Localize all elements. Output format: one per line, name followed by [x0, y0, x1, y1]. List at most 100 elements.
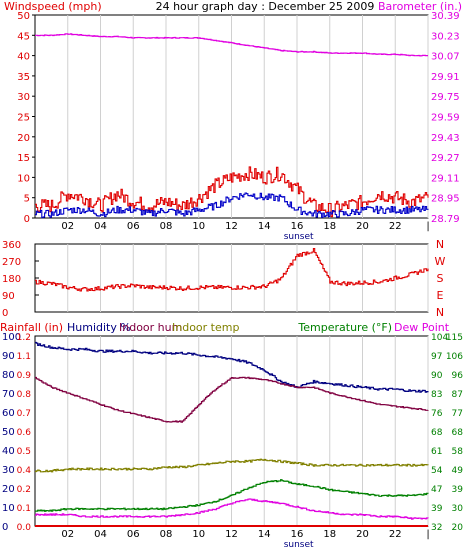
temp-y-tick-label-b: 96 [452, 371, 464, 381]
temp-y-tick-label-a: 90 [431, 371, 443, 381]
temp-y-tick-label-b: 39 [452, 485, 464, 495]
temp-y-tick-label-b: 49 [452, 466, 464, 476]
temp-y-tick-label-b: 68 [452, 428, 464, 438]
dir-compass-label: W [435, 255, 446, 268]
dew-point-label: Dew Point [394, 321, 450, 334]
indoor-hum-line [35, 376, 429, 423]
dir-compass-label: E [437, 289, 444, 302]
dir-y-tick-label: 360 [2, 240, 21, 251]
temp-y-tick-label-a: 83 [431, 390, 442, 400]
wind-direction-line [35, 248, 429, 292]
humidity-y-tick-label: 80 [2, 370, 15, 381]
temperature-axis-title: Temperature (°F) [297, 321, 392, 334]
baro-y-tick-label: 29.11 [431, 173, 460, 184]
temp-y-tick-label-a: 68 [431, 428, 443, 438]
dir-compass-label: N [436, 306, 444, 319]
temp-x-tick-label: 12 [225, 529, 238, 540]
baro-y-tick-label: 29.43 [431, 133, 460, 144]
wind-y-tick-label: 35 [17, 72, 30, 83]
humidity-y-tick-label: 20 [2, 484, 15, 495]
temp-y-tick-label-a: 61 [431, 447, 442, 457]
barometer-line [35, 33, 428, 57]
wind-axis-title: Windspeed (mph) [4, 0, 102, 13]
rain-y-tick-label: 0.0 [17, 523, 32, 533]
baro-y-tick-label: 29.91 [431, 72, 460, 83]
rain-axis-title: Rainfall (in) [0, 321, 63, 334]
rain-y-tick-label: 0.9 [17, 371, 32, 381]
temp-x-tick-label: 04 [94, 529, 107, 540]
rain-y-tick-label: 1.1 [17, 352, 31, 362]
humidity-y-tick-label: 30 [2, 465, 15, 476]
rain-y-tick-label: 1.2 [17, 333, 31, 343]
baro-y-tick-label: 28.95 [431, 194, 460, 205]
rain-y-tick-label: 0.1 [17, 504, 31, 514]
graph-title: 24 hour graph day : December 25 2009 [156, 0, 375, 13]
temp-y-tick-label-b: 58 [452, 447, 464, 457]
wind-x-tick-label: 22 [389, 221, 402, 232]
rain-y-tick-label: 0.6 [17, 428, 32, 438]
temp-x-tick-label: 14 [258, 529, 271, 540]
temperature-line [35, 479, 429, 512]
wind-x-tick-label: 04 [94, 221, 107, 232]
temp-y-tick-label-b: 30 [452, 504, 464, 514]
baro-y-tick-label: 29.59 [431, 113, 460, 124]
dir-y-tick-label: 270 [2, 257, 21, 268]
wind-x-tick-label: 06 [127, 221, 140, 232]
rain-y-tick-label: 0.2 [17, 485, 31, 495]
humidity-y-tick-label: 70 [2, 389, 15, 400]
temp-sunset-label: sunset [284, 540, 314, 550]
humidity-y-tick-label: 50 [2, 427, 15, 438]
temp-y-tick-label-a: 54 [431, 466, 443, 476]
wind-x-tick-label: 02 [61, 221, 74, 232]
dir-y-tick-label: 180 [2, 274, 21, 285]
temp-y-tick-label-a: 47 [431, 485, 442, 495]
humidity-axis-title: Humidity % [67, 321, 131, 334]
dir-compass-label: S [437, 272, 444, 285]
baro-y-tick-label: 30.39 [431, 11, 460, 22]
temp-y-tick-label-b: 87 [452, 390, 463, 400]
humidity-y-tick-label: 60 [2, 408, 15, 419]
wind-y-tick-label: 15 [17, 153, 30, 164]
temp-y-tick-label-a: 39 [431, 504, 443, 514]
temp-x-tick-label: 22 [389, 529, 402, 540]
wind-y-tick-label: 10 [17, 173, 30, 184]
dir-y-tick-label: 0 [2, 308, 8, 319]
indoor-hum-label: Indoor hum [119, 321, 182, 334]
temp-y-tick-label-a: 76 [431, 409, 443, 419]
rain-y-tick-label: 0.7 [17, 409, 31, 419]
baro-y-tick-label: 29.75 [431, 92, 460, 103]
dir-y-tick-label: 90 [2, 291, 15, 302]
wind-x-tick-label: 20 [356, 221, 369, 232]
wind-sunset-label: sunset [284, 232, 314, 242]
wind-y-tick-label: 45 [17, 31, 30, 42]
humidity-line [35, 341, 429, 393]
temp-y-tick-label-b: 106 [446, 352, 463, 362]
wind-baro-panel: 02 04 06 08 10 12 14 16 18 20 22 |50454035302520151… [17, 11, 459, 242]
wind-avg-line [35, 192, 429, 219]
temp-x-tick-label: 06 [127, 529, 140, 540]
wind-y-tick-label: 5 [24, 194, 30, 205]
humidity-y-tick-label: 40 [2, 446, 15, 457]
temp-x-tick-label: 02 [61, 529, 74, 540]
humidity-y-tick-label: 100 [2, 332, 21, 343]
temp-x-tick-label: 08 [160, 529, 173, 540]
dir-compass-label: N [436, 238, 444, 251]
wind-x-tick-label: 12 [225, 221, 238, 232]
wind-y-tick-label: 0 [24, 214, 30, 225]
rain-y-tick-label: 0.8 [17, 390, 32, 400]
wind-y-tick-label: 20 [17, 133, 30, 144]
indoor-temp-line [35, 458, 429, 473]
temp-x-tick-label: 18 [323, 529, 336, 540]
temp-x-tick-label: 20 [356, 529, 369, 540]
rain-y-tick-label: 0.4 [17, 466, 32, 476]
wind-gust-line [35, 166, 429, 218]
wind-y-tick-label: 50 [17, 11, 30, 22]
baro-y-tick-label: 30.23 [431, 31, 460, 42]
wind-x-tick-label: | [426, 221, 429, 232]
wind-x-tick-label: 16 [291, 221, 304, 232]
temp-y-tick-label-a: 32 [431, 523, 442, 533]
wind-y-tick-label: 40 [17, 52, 30, 63]
